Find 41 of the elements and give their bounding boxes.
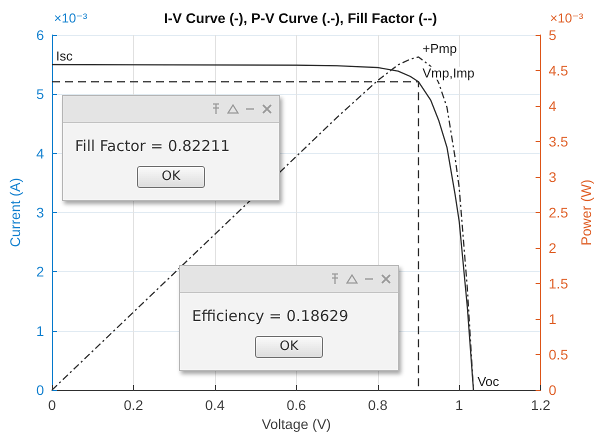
text: ×10⁻³ [54, 10, 88, 26]
x-tick-label: 0.4 [205, 397, 225, 413]
y2-tick-label: 2 [548, 240, 557, 256]
annotation: +Pmp [422, 40, 457, 56]
y2-tick-label: 3.5 [548, 134, 568, 150]
y2-tick-label: 4 [548, 98, 557, 114]
x-tick-label: 0 [48, 397, 56, 413]
chart-title: I-V Curve (-), P-V Curve (.-), Fill Factor (--) [164, 10, 438, 26]
y-tick-label: 6 [36, 27, 44, 43]
y2-tick-label: 3 [548, 169, 557, 185]
annotation: Vmp,Imp [422, 66, 474, 81]
y2-tick-label: 1.5 [548, 276, 568, 292]
y-tick-label: 3 [36, 204, 44, 220]
y-tick-label: 5 [36, 86, 44, 102]
y2-tick-label: 5 [548, 27, 557, 43]
ok-button: OK [255, 336, 323, 358]
annotation: Fill Factor = 0.82211 [74, 137, 231, 155]
y-tick-label: 1 [36, 322, 44, 339]
x-tick-label: 0.6 [286, 397, 306, 413]
y2-tick-label: 1 [548, 311, 557, 327]
x-tick-label: 0.2 [124, 397, 144, 413]
dialog-window: Efficiency = 0.18629 OK [179, 265, 399, 371]
y2-tick-label: 0.5 [548, 346, 568, 362]
y-axis-title: Current (A) [7, 178, 23, 248]
y2-tick-label: 0 [548, 382, 557, 398]
ok-button: OK [137, 166, 205, 188]
x-tick-label: 0.8 [368, 397, 388, 413]
x-tick-label: 1 [455, 397, 464, 413]
y-tick-label: 0 [36, 382, 44, 398]
y2-tick-label: 4.5 [548, 62, 568, 78]
y-tick-label: 4 [36, 145, 44, 162]
x-tick-label: 1.2 [530, 397, 551, 413]
annotation: Voc [477, 374, 500, 389]
annotation: Efficiency = 0.18629 [191, 307, 350, 325]
y-tick-label: 2 [36, 264, 44, 280]
y2-tick-label: 2.5 [548, 204, 568, 220]
annotation: Isc [56, 48, 74, 64]
dialog-window: Fill Factor = 0.82211 OK [62, 95, 280, 201]
y2-axis-title: Power (W) [578, 179, 594, 246]
text: ×10⁻³ [550, 10, 584, 26]
x-axis-title: Voltage (V) [262, 416, 331, 432]
